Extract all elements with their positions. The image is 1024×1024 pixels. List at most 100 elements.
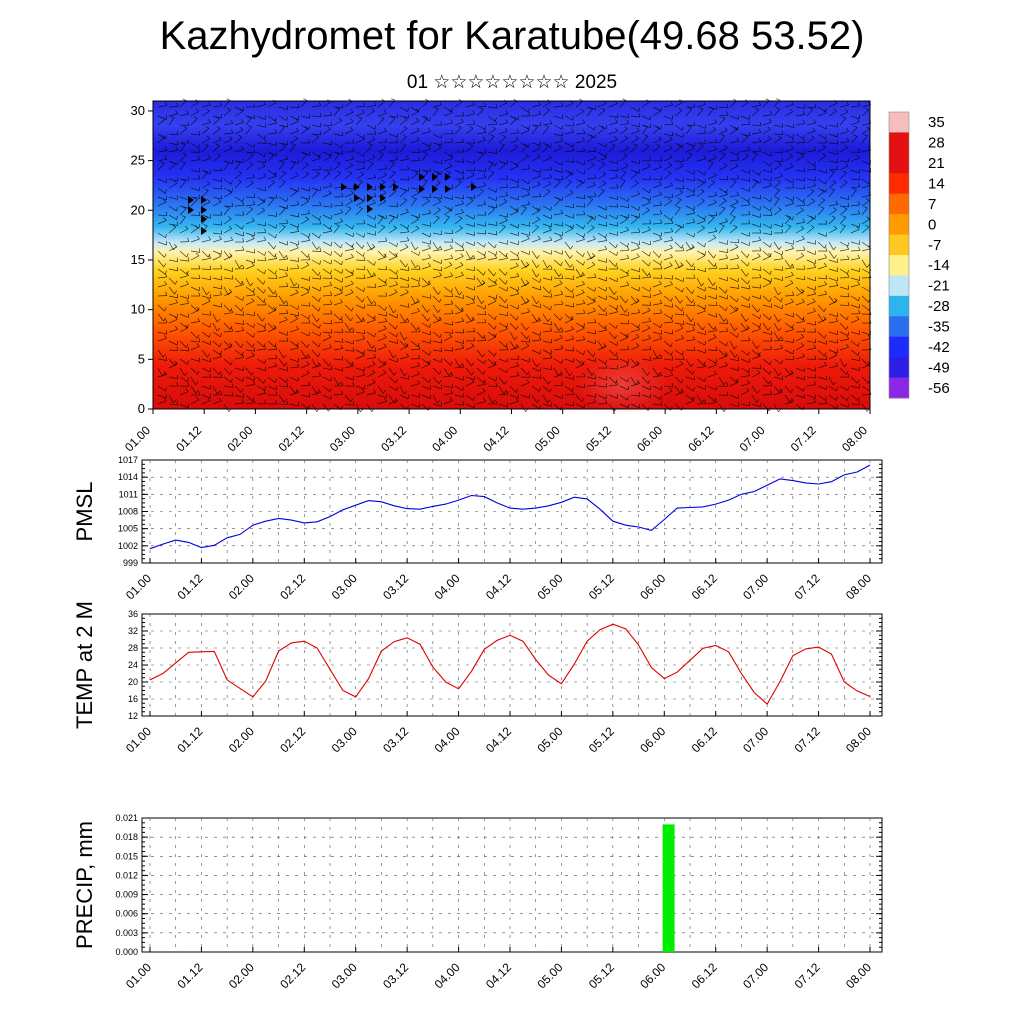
x-tick-label: 07.00 [740,960,771,991]
x-tick-label: 01.00 [123,960,154,991]
colorbar-label: -35 [928,319,950,336]
y-tick-label: 16 [128,694,138,704]
x-tick-label: 01.00 [123,724,154,755]
x-tick-label: 04.00 [432,571,463,602]
y-tick-label: 1002 [118,541,138,551]
x-tick-label: 02.12 [277,571,308,602]
x-tick-label: 05.12 [583,423,614,454]
x-tick-label: 05.12 [586,724,617,755]
x-tick-label: 02.00 [226,571,257,602]
y-tick-label: 0.012 [115,870,138,880]
colorbar-label: -7 [928,237,941,254]
y-tick-label: 12 [128,711,138,721]
wind-flag [419,173,425,181]
x-tick-label: 08.00 [843,724,874,755]
wind-flag [354,183,360,191]
y-axis-label: TEMP at 2 M [72,601,97,729]
x-tick-label: 06.12 [689,571,720,602]
y-tick-label: 36 [128,609,138,619]
wind-flag [432,185,438,193]
colorbar-label: -42 [928,339,950,356]
wind-flag [380,194,386,202]
x-tick-label: 04.00 [429,423,460,454]
x-tick-label: 05.00 [534,571,565,602]
colorbar-label: 7 [928,196,936,213]
colorbar-swatch [889,234,909,256]
y-axis-label: PRECIP, mm [72,821,97,949]
x-tick-label: 02.00 [226,960,257,991]
colorbar-swatch [889,132,909,154]
chart-subtitle: 01 ☆☆☆☆☆☆☆☆ 2025 [406,72,618,93]
x-tick-label: 07.12 [788,423,819,454]
wind-flag [367,183,373,191]
x-tick-label: 01.00 [123,571,154,602]
wind-flag [201,215,207,223]
x-tick-label: 03.12 [380,960,411,991]
x-tick-label: 05.00 [532,423,563,454]
colorbar-label: 14 [928,176,945,193]
y-tick-label: 0.009 [115,890,138,900]
colorbar-swatch [889,173,909,195]
y-tick-label: 25 [131,153,145,168]
colorbar-label: -49 [928,359,950,376]
x-tick-label: 04.12 [483,571,514,602]
x-tick-label: 05.00 [534,724,565,755]
y-tick-label: 0.000 [115,947,138,957]
x-tick-label: 06.00 [634,423,665,454]
colorbar-label: 0 [928,216,936,233]
colorbar-label: 21 [928,155,945,172]
y-axis-label: PMSL [72,482,97,542]
y-tick-label: 0.006 [115,909,138,919]
x-tick-label: 01.12 [174,724,205,755]
colorbar-label: 35 [928,114,945,131]
x-tick-label: 07.12 [792,571,823,602]
x-tick-label: 07.00 [737,423,768,454]
wind-flag [354,194,360,202]
wind-flag [188,196,194,204]
colorbar-swatch [889,357,909,379]
x-tick-label: 08.00 [843,960,874,991]
x-tick-label: 03.12 [378,423,409,454]
colorbar-swatch [889,193,909,215]
wind-flag [201,196,207,204]
x-tick-label: 03.00 [329,571,360,602]
colorbar: 35 28 21 14 7 0 -7 -14 -21 -28 -35 -42 -49 -56 [888,111,950,399]
colorbar-label: -28 [928,298,950,315]
colorbar-swatch [889,377,909,399]
x-tick-label: 02.12 [276,423,307,454]
x-tick-label: 01.12 [174,571,205,602]
x-tick-label: 03.00 [329,960,360,991]
colorbar-swatch [889,295,909,317]
y-tick-label: 1014 [118,472,138,482]
x-tick-label: 03.12 [380,724,411,755]
x-tick-label: 01.00 [122,423,153,454]
colorbar-swatch [889,336,909,358]
colorbar-label: -56 [928,380,950,397]
x-tick-label: 04.12 [480,423,511,454]
warm-core [578,355,668,415]
x-tick-label: 04.12 [483,960,514,991]
panel-grid [142,460,882,563]
x-tick-label: 06.12 [685,423,716,454]
y-tick-label: 32 [128,626,138,636]
y-tick-label: 1011 [119,489,138,499]
colorbar-label: 28 [928,135,945,152]
colorbar-frame [888,111,910,399]
cross-section-fill [153,101,870,409]
pmsl-panel: 999 1002 1005 1008 1011 1014 1017 01.00 01.12 02.… [72,455,883,602]
y-tick-label: 28 [128,643,138,653]
colorbar-swatch [889,275,909,297]
wind-flag [432,173,438,181]
x-tick-label: 06.00 [637,724,668,755]
x-tick-label: 07.12 [792,960,823,991]
x-tick-label: 08.00 [843,571,874,602]
y-tick-label: 30 [131,103,145,118]
x-tick-label: 06.12 [689,724,720,755]
wind-flag [201,227,207,235]
y-tick-label: 15 [131,252,145,267]
x-tick-label: 08.00 [839,423,870,454]
colorbar-swatch [889,112,909,133]
wind-flag [367,194,373,202]
y-tick-label: 24 [128,660,138,670]
colorbar-swatch [889,316,909,338]
